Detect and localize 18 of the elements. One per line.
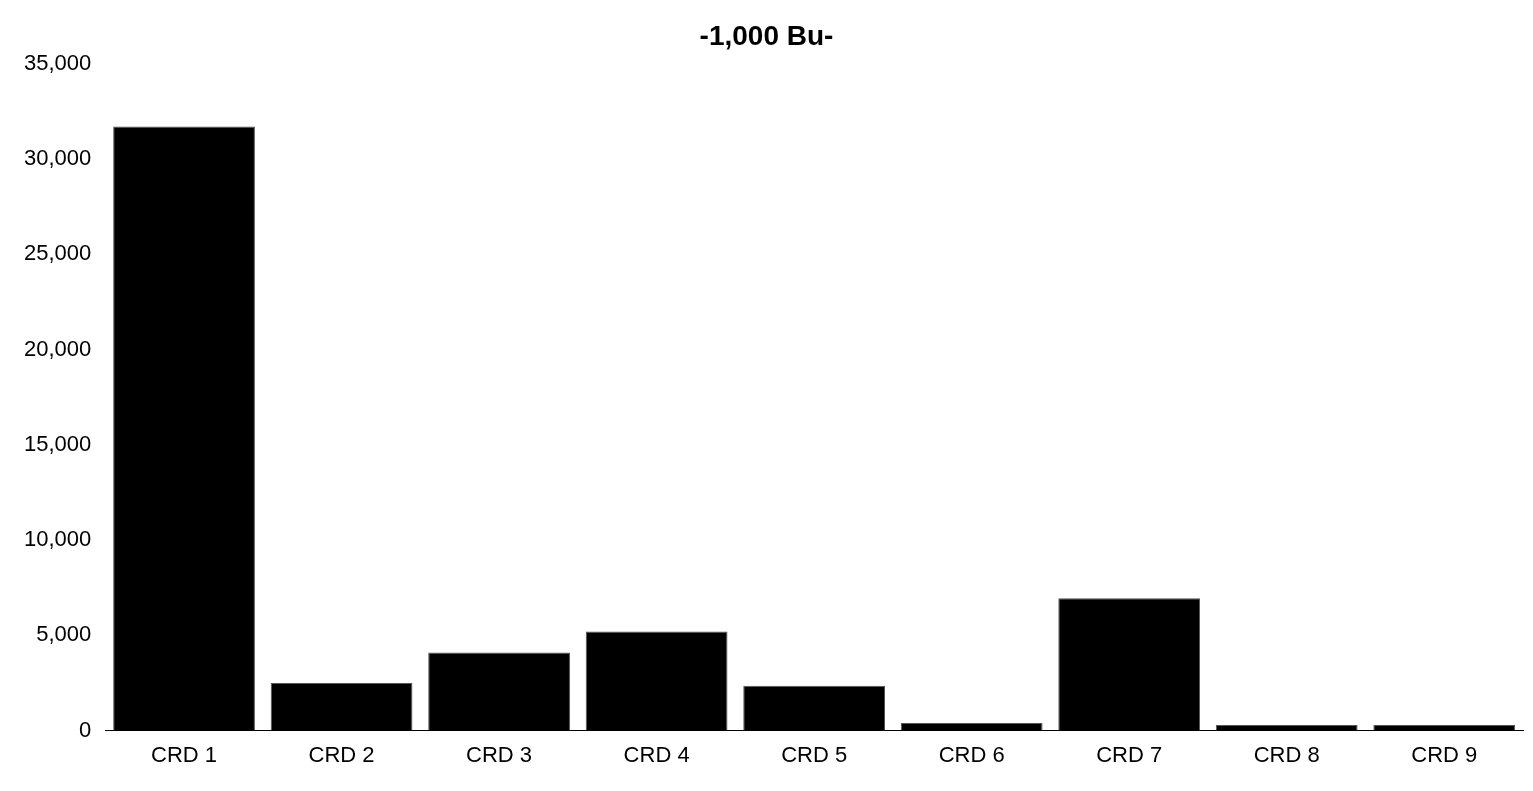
x-tick-label: CRD 2: [308, 741, 375, 767]
x-tick-label: CRD 3: [466, 741, 533, 767]
x-tick-label: CRD 4: [623, 741, 690, 767]
y-tick-label: 35,000: [23, 49, 92, 75]
x-tick-label: CRD 1: [151, 741, 218, 767]
y-tick-label: 5,000: [36, 621, 92, 647]
x-tick-label: CRD 9: [1411, 741, 1478, 767]
y-tick-label: 25,000: [23, 240, 92, 266]
y-tick-label: 0: [79, 716, 92, 742]
y-tick-label: 15,000: [23, 430, 92, 456]
x-tick-label: CRD 6: [938, 741, 1005, 767]
y-tick-label: 20,000: [23, 335, 92, 361]
y-tick-label: 10,000: [23, 526, 92, 552]
x-tick-label: CRD 8: [1253, 741, 1320, 767]
y-tick-label: 30,000: [23, 144, 92, 170]
chart-title: -1,000 Bu-: [699, 19, 834, 51]
x-tick-label: CRD 7: [1096, 741, 1163, 767]
x-tick-label: CRD 5: [781, 741, 848, 767]
